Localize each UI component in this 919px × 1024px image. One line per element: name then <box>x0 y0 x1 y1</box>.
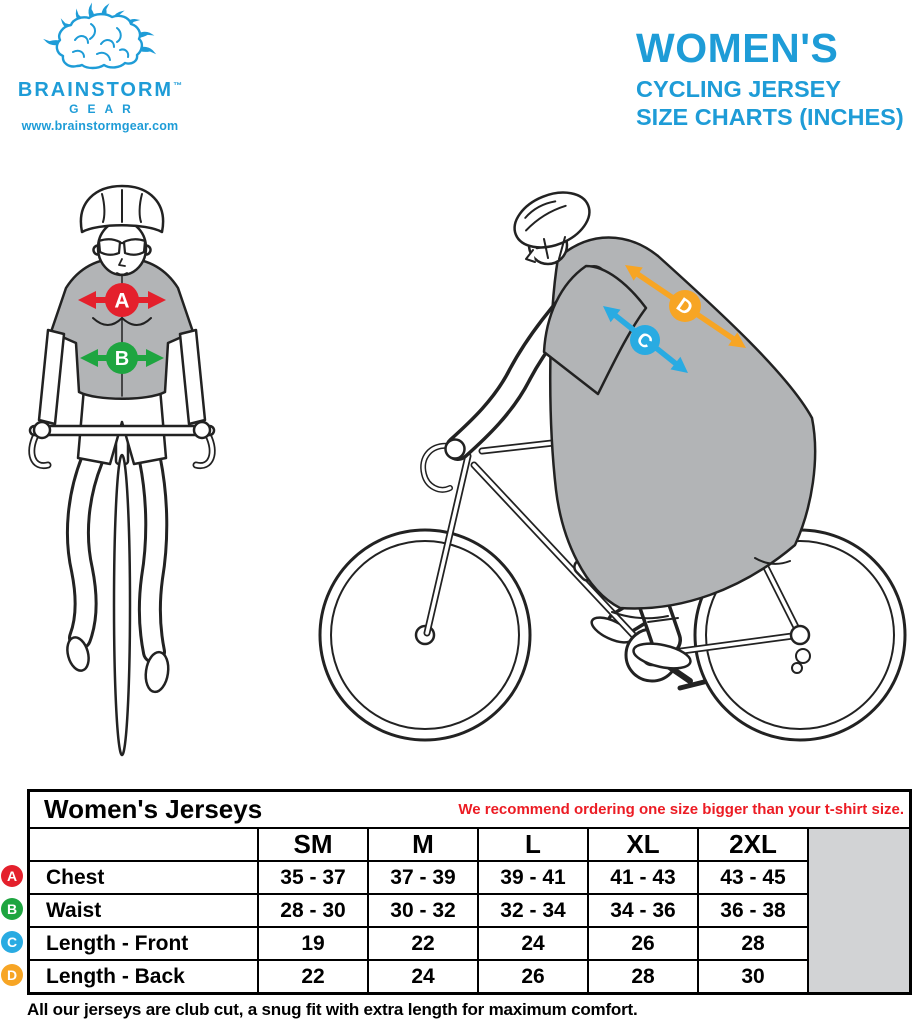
front-view-cyclist <box>28 184 216 757</box>
helmet-side <box>513 191 591 249</box>
brand-name: BRAINSTORM™ <box>17 79 183 101</box>
table-cell: 43 - 45 <box>697 860 807 893</box>
website-url: www.brainstormgear.com <box>21 119 179 133</box>
handlebar <box>28 424 216 437</box>
table-cell: 36 - 38 <box>697 893 807 926</box>
title-line-2: CYCLING JERSEY <box>636 76 842 102</box>
row-label-waist: Waist <box>30 893 257 926</box>
table-cell: 22 <box>257 959 367 992</box>
right-hand <box>192 420 212 440</box>
column-header-2xl: 2XL <box>697 827 807 860</box>
title-line-1: WOMEN'S <box>636 25 839 71</box>
marker-c-circle <box>630 325 660 355</box>
page-title: WOMEN'S CYCLING JERSEY SIZE CHARTS (INCH… <box>636 28 904 129</box>
brain-outline <box>55 12 144 70</box>
table-cell: 22 <box>367 926 477 959</box>
pedal <box>677 679 707 691</box>
table-cell: 30 <box>697 959 807 992</box>
table-cell: 34 - 36 <box>587 893 697 926</box>
row-label-length-front: Length - Front <box>30 926 257 959</box>
table-cell: 24 <box>367 959 477 992</box>
table-cell: 32 - 34 <box>477 893 587 926</box>
column-header-m: M <box>367 827 477 860</box>
row-label-length-back: Length - Back <box>30 959 257 992</box>
table-cell: 41 - 43 <box>587 860 697 893</box>
front-wheel <box>112 453 132 757</box>
near-shoe <box>632 642 692 670</box>
table-cell: 19 <box>257 926 367 959</box>
column-header-l: L <box>477 827 587 860</box>
table-cell: 37 - 39 <box>367 860 477 893</box>
table-cell: 39 - 41 <box>477 860 587 893</box>
row-marker-a: A <box>1 865 23 887</box>
size-chart-table: Women's Jerseys We recommend ordering on… <box>27 789 912 995</box>
marker-b-label: B <box>115 348 129 370</box>
left-arm <box>37 328 66 426</box>
row-marker-c: C <box>1 931 23 953</box>
table-cell: 26 <box>587 926 697 959</box>
left-shoe <box>66 636 90 672</box>
shorts <box>76 386 168 466</box>
length-front-measure-arrow: C <box>603 306 688 373</box>
right-shoe <box>144 650 170 694</box>
marker-a-label: A <box>114 290 129 313</box>
table-cell: 35 - 37 <box>257 860 367 893</box>
measurement-diagram: A B <box>28 184 907 757</box>
row-marker-b: B <box>1 898 23 920</box>
column-header-sm: SM <box>257 827 367 860</box>
side-view-cyclist <box>318 191 907 742</box>
right-arm <box>178 328 207 426</box>
fit-footnote: All our jerseys are club cut, a snug fit… <box>27 1000 638 1019</box>
hand-side <box>444 438 466 460</box>
column-header-xl: XL <box>587 827 697 860</box>
gray-filler-block <box>807 827 909 992</box>
rear-hub <box>789 624 811 646</box>
marker-d-circle <box>669 290 701 322</box>
table-cell: 24 <box>477 926 587 959</box>
table-cell: 26 <box>477 959 587 992</box>
sunglasses <box>97 238 147 256</box>
table-cell: 28 <box>587 959 697 992</box>
table-cell: 30 - 32 <box>367 893 477 926</box>
marker-a-circle <box>105 283 139 317</box>
chest-measure-arrow: A <box>78 283 166 317</box>
left-hand <box>32 420 52 440</box>
sleeve <box>542 264 648 396</box>
front-wheel-side <box>318 528 532 742</box>
row-marker-d: D <box>1 964 23 986</box>
marker-b-circle <box>106 342 138 374</box>
brainstorm-gear-logo: BRAINSTORM™ GEAR www.brainstormgear.com <box>15 2 185 133</box>
brand-subname: GEAR <box>69 102 140 116</box>
length-back-measure-arrow: D <box>625 265 746 348</box>
table-cell: 28 <box>697 926 807 959</box>
row-label-chest: Chest <box>30 860 257 893</box>
title-line-3: SIZE CHARTS (INCHES) <box>636 103 904 130</box>
trademark-symbol: ™ <box>173 80 183 91</box>
table-title: Women's Jerseys <box>44 794 263 824</box>
empty-corner-cell <box>30 827 257 860</box>
brain-logo-icon <box>43 2 157 70</box>
table-header-row: Women's Jerseys We recommend ordering on… <box>30 792 909 827</box>
table-cell: 28 - 30 <box>257 893 367 926</box>
waist-measure-arrow: B <box>80 342 164 374</box>
size-recommendation-note: We recommend ordering one size bigger th… <box>458 801 904 818</box>
